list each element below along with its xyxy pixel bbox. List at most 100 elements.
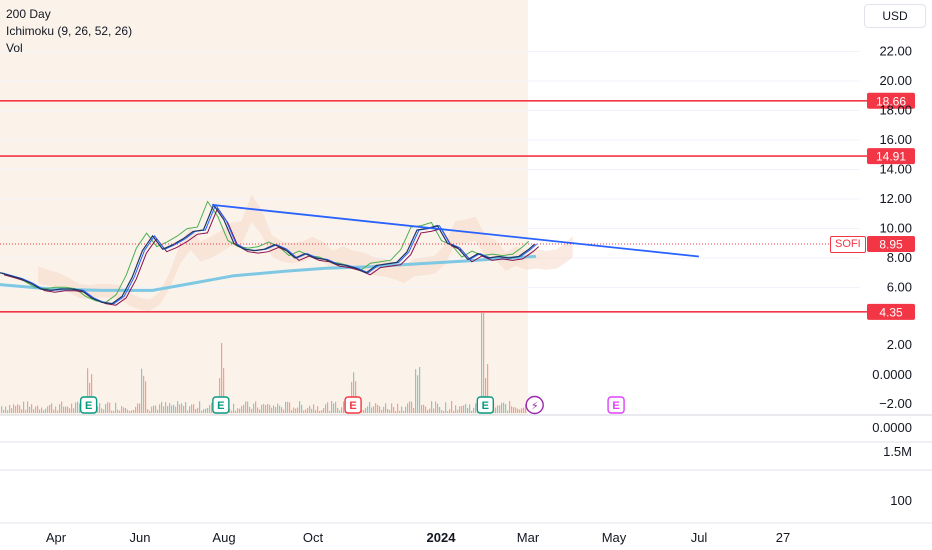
volume-bar — [431, 401, 433, 413]
volume-bar — [159, 404, 161, 413]
volume-bar — [247, 401, 249, 413]
volume-bar — [221, 343, 223, 413]
volume-bar — [317, 406, 319, 413]
volume-bar — [235, 410, 237, 413]
volume-bar — [353, 372, 355, 413]
earnings-marker[interactable] — [607, 396, 625, 414]
volume-bar — [467, 407, 469, 413]
price-path — [0, 203, 536, 305]
currency-button[interactable]: USD — [864, 4, 926, 28]
volume-bar — [265, 405, 267, 413]
volume-bar — [243, 404, 245, 413]
volume-bar — [421, 405, 423, 413]
volume-bar — [49, 404, 51, 413]
volume-bar — [399, 410, 401, 413]
grid — [0, 51, 860, 288]
volume-bar — [211, 402, 213, 413]
volume-bar — [411, 401, 413, 413]
volume-bar — [41, 407, 43, 413]
volume-bar — [449, 409, 451, 413]
volume-bar — [307, 407, 309, 413]
horizontal-levels[interactable]: 18.66 14.91 4.35 — [0, 92, 915, 320]
volume-bar — [59, 404, 61, 413]
volume-bar — [55, 406, 57, 413]
legend-ichimoku[interactable]: Ichimoku (9, 26, 52, 26) — [6, 24, 133, 38]
volume-bar — [505, 404, 507, 413]
volume-bar — [473, 407, 475, 413]
volume-bar — [503, 402, 505, 413]
volume-bar — [69, 408, 71, 413]
volume-bar — [133, 409, 135, 413]
trendline-segment[interactable] — [212, 204, 699, 258]
volume-bar — [173, 404, 175, 413]
axes: 22.00 20.00 18.00 16.00 14.00 12.00 10.00 8.00 6… — [46, 44, 912, 546]
x-tick-label: Jul — [691, 530, 708, 545]
volume-bar — [323, 407, 325, 413]
event-markers[interactable]: E E E E E ⚡ — [79, 395, 625, 415]
volume-bar — [23, 401, 25, 413]
volume-bar — [277, 403, 279, 413]
volume-bar — [35, 406, 37, 413]
trendline[interactable] — [212, 204, 699, 258]
volume-bar — [209, 405, 211, 413]
volume-bar — [259, 409, 261, 413]
legend-ma[interactable]: 200 Day — [6, 7, 51, 21]
volume-bar — [395, 410, 397, 413]
volume-bar — [439, 407, 441, 413]
volume-bar — [179, 404, 181, 413]
volume-bar — [497, 405, 499, 413]
volume-bar — [143, 375, 145, 413]
volume-bar — [315, 410, 317, 413]
chikou-line — [0, 200, 530, 303]
level-price-tag[interactable] — [867, 303, 915, 320]
lightning-icon[interactable] — [525, 395, 544, 415]
volume-bar — [219, 377, 221, 413]
volume-bar — [321, 410, 323, 413]
x-tick-label: 27 — [776, 530, 790, 545]
volume-bar — [205, 408, 207, 413]
volume-bar — [419, 367, 421, 413]
volume-bar — [331, 401, 333, 413]
earnings-marker[interactable] — [476, 396, 495, 414]
volume-bar — [459, 406, 461, 413]
volume-bar — [71, 403, 73, 413]
volume-bar — [367, 406, 369, 413]
volume-bar — [109, 402, 111, 413]
volume-bar — [163, 406, 165, 413]
volume-bar — [269, 404, 271, 413]
volume-bar — [287, 401, 289, 413]
volume-bar — [115, 402, 117, 413]
volume-bar — [507, 410, 509, 413]
volume-bar — [117, 409, 119, 413]
volume-bar — [7, 410, 9, 413]
volume-bar — [309, 405, 311, 413]
volume-bar — [463, 405, 465, 413]
volume-bar — [229, 408, 231, 413]
volume-bar — [61, 401, 63, 413]
ichimoku-cloud — [38, 194, 573, 311]
volume-bar — [475, 403, 477, 413]
volume-bar — [299, 401, 301, 413]
level-price-tag[interactable] — [867, 92, 915, 109]
volume-bar — [427, 410, 429, 413]
volume-bar — [437, 403, 439, 413]
earnings-marker[interactable] — [212, 396, 230, 414]
volume-bar — [297, 407, 299, 413]
volume-bar — [519, 409, 521, 413]
volume-bar — [127, 409, 129, 413]
volume-bar — [149, 410, 151, 413]
volume-bar — [97, 406, 99, 413]
earnings-marker[interactable] — [344, 396, 362, 414]
volume-bar — [291, 410, 293, 413]
earnings-marker[interactable] — [79, 396, 98, 414]
legend-volume[interactable]: Vol — [6, 41, 23, 55]
last-price-tag[interactable] — [867, 235, 915, 252]
volume-bar — [483, 313, 485, 413]
price-tick-label: 6.00 — [887, 280, 912, 295]
volume-bar — [103, 409, 105, 413]
level-price-tag[interactable] — [867, 148, 915, 165]
volume-bar — [521, 408, 523, 413]
volume-bar — [121, 406, 123, 413]
volume-bar — [311, 408, 313, 413]
